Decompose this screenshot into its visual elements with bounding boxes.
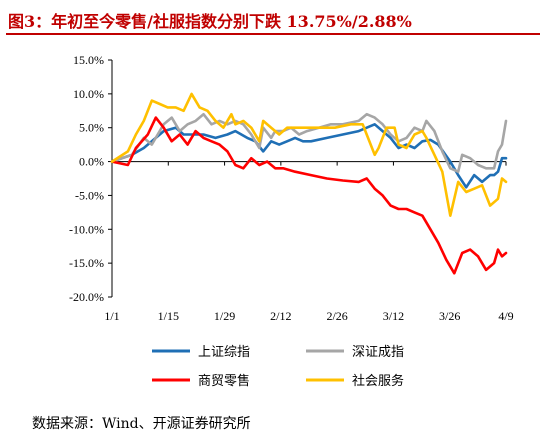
legend-label-1: 上证综指 [198, 345, 250, 360]
y-tick-label: 0.0% [79, 155, 104, 169]
series-line-4 [110, 92, 508, 217]
x-tick-label: 3/12 [383, 309, 404, 323]
legend-label-2: 深证成指 [352, 345, 404, 360]
y-tick-label: 10.0% [73, 87, 104, 101]
x-tick-label: 1/15 [158, 309, 179, 323]
data-source-note: 数据来源：Wind、开源证券研究所 [32, 416, 251, 432]
y-tick-label: -10.0% [69, 222, 104, 236]
y-tick-label: 5.0% [79, 121, 104, 135]
chart-axes: 15.0% 10.0% 5.0% 0.0% -5.0% -10.0% -15.0% -20.0… [69, 53, 514, 323]
y-tick-label: -5.0% [75, 188, 104, 202]
y-tick-label: 15.0% [73, 53, 104, 67]
title-underline [6, 33, 540, 35]
x-tick-label: 3/26 [439, 309, 460, 323]
legend-label-3: 商贸零售 [198, 373, 250, 389]
legend-label-4: 社会服务 [352, 373, 404, 389]
x-tick-label: 1/29 [214, 309, 235, 323]
figure-title: 图3：年初至今零售/社服指数分别下跌 13.75%/2.88% [8, 12, 412, 31]
y-tick-label: -20.0% [69, 290, 104, 304]
x-tick-label: 2/26 [326, 309, 347, 323]
x-tick-label: 1/1 [104, 309, 119, 323]
y-tick-label: -15.0% [69, 256, 104, 270]
x-tick-label: 4/9 [498, 309, 513, 323]
x-tick-label: 2/12 [270, 309, 291, 323]
series-line-3 [110, 116, 508, 275]
series-line-1 [110, 123, 508, 189]
series-line-2 [110, 112, 508, 173]
chart-series [110, 92, 508, 275]
